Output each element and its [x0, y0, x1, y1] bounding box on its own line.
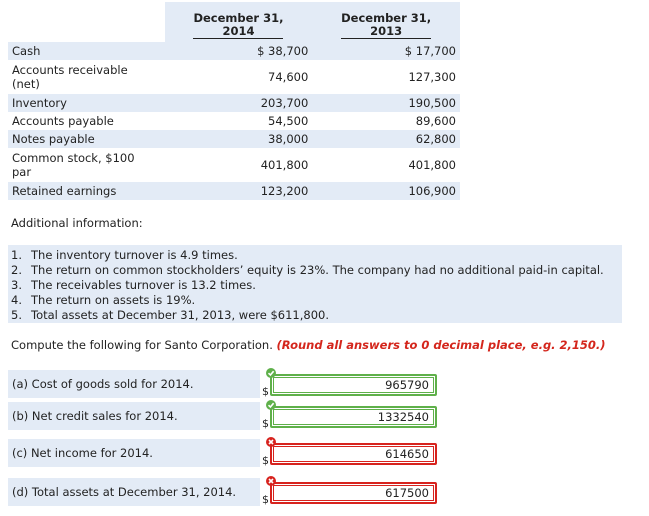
currency: $: [262, 385, 269, 398]
question-label: (b) Net credit sales for 2014.: [8, 402, 260, 430]
incorrect-icon: [266, 476, 276, 486]
column-header-text: December 31, 2013: [341, 11, 432, 39]
item-text: The inventory turnover is 4.9 times.: [31, 248, 238, 262]
instruction: (Round all answers to 0 decimal place, e…: [276, 338, 606, 352]
prompt: Compute the following for Santo Corporat…: [11, 338, 606, 352]
item-number: 1.: [11, 248, 22, 262]
row-label: Common stock, $100 par: [12, 151, 135, 179]
cell-value: 127,300: [408, 70, 456, 84]
correct-icon: [266, 368, 276, 378]
item-number: 3.: [11, 278, 22, 292]
info-list: 1. The inventory turnover is 4.9 times. 2.…: [8, 245, 622, 323]
prompt-text: Compute the following for Santo Corporat…: [11, 338, 273, 352]
info-item: 2. The return on common stockholders’ equ…: [11, 263, 604, 277]
item-number: 4.: [11, 293, 22, 307]
row-label: Accounts payable: [12, 114, 114, 128]
question-label: (c) Net income for 2014.: [8, 439, 260, 467]
answer-input[interactable]: 617500: [270, 482, 437, 504]
header-row: December 31, 2014 December 31, 2013: [8, 2, 460, 42]
table-row: Inventory 203,700 190,500: [8, 94, 460, 112]
cell-value: $ 38,700: [257, 44, 309, 58]
answer-input[interactable]: 1332540: [270, 406, 437, 428]
item-text: Total assets at December 31, 2013, were …: [31, 308, 330, 322]
cell-value: 89,600: [415, 114, 456, 128]
info-item: 4. The return on assets is 19%.: [11, 293, 195, 307]
info-item: 1. The inventory turnover is 4.9 times.: [11, 248, 238, 262]
question-label: (d) Total assets at December 31, 2014.: [8, 478, 260, 506]
cell-value: 54,500: [268, 114, 309, 128]
currency: $: [262, 454, 269, 467]
cell-value: 190,500: [408, 96, 456, 110]
cell-value: 62,800: [415, 132, 456, 146]
table-row: Cash $ 38,700 $ 17,700: [8, 42, 460, 60]
cell-value: $ 17,700: [404, 44, 456, 58]
cell-value: 203,700: [260, 96, 309, 110]
info-title: Additional information:: [11, 216, 143, 230]
item-text: The receivables turnover is 13.2 times.: [31, 278, 256, 292]
cell-value: 123,200: [260, 184, 309, 198]
table-row: Accounts payable 54,500 89,600: [8, 112, 460, 130]
item-number: 5.: [11, 308, 22, 322]
cell-value: 38,000: [268, 132, 309, 146]
cell-value: 401,800: [408, 158, 456, 172]
answer-input[interactable]: 614650: [270, 443, 437, 465]
item-text: The return on common stockholders’ equit…: [31, 263, 604, 277]
balance-table: December 31, 2014 December 31, 2013 Cash $ …: [8, 2, 460, 200]
column-header: December 31, 2013: [312, 2, 460, 42]
incorrect-icon: [266, 437, 276, 447]
item-text: The return on assets is 19%.: [31, 293, 196, 307]
header-blank: [8, 2, 165, 42]
row-label: Notes payable: [12, 132, 95, 146]
row-label: Inventory: [12, 96, 67, 110]
cell-value: 401,800: [260, 158, 309, 172]
info-item: 5. Total assets at December 31, 2013, wer…: [11, 308, 329, 322]
currency: $: [262, 493, 269, 506]
currency: $: [262, 417, 269, 430]
table-row: Retained earnings 123,200 106,900: [8, 182, 460, 200]
row-label: Retained earnings: [12, 184, 117, 198]
table-row: Notes payable 38,000 62,800: [8, 130, 460, 148]
question-label: (a) Cost of goods sold for 2014.: [8, 370, 260, 398]
correct-icon: [266, 400, 276, 410]
table-row: Common stock, $100 par 401,800 401,800: [8, 148, 460, 182]
table-row: Accounts receivable (net) 74,600 127,300: [8, 60, 460, 94]
cell-value: 106,900: [408, 184, 456, 198]
cell-value: 74,600: [268, 70, 309, 84]
column-header: December 31, 2014: [164, 2, 313, 42]
row-label: Accounts receivable (net): [12, 63, 128, 91]
answer-input[interactable]: 965790: [270, 374, 437, 396]
row-label: Cash: [12, 44, 41, 58]
item-number: 2.: [11, 263, 22, 277]
column-header-text: December 31, 2014: [193, 11, 284, 39]
info-item: 3. The receivables turnover is 13.2 times…: [11, 278, 256, 292]
